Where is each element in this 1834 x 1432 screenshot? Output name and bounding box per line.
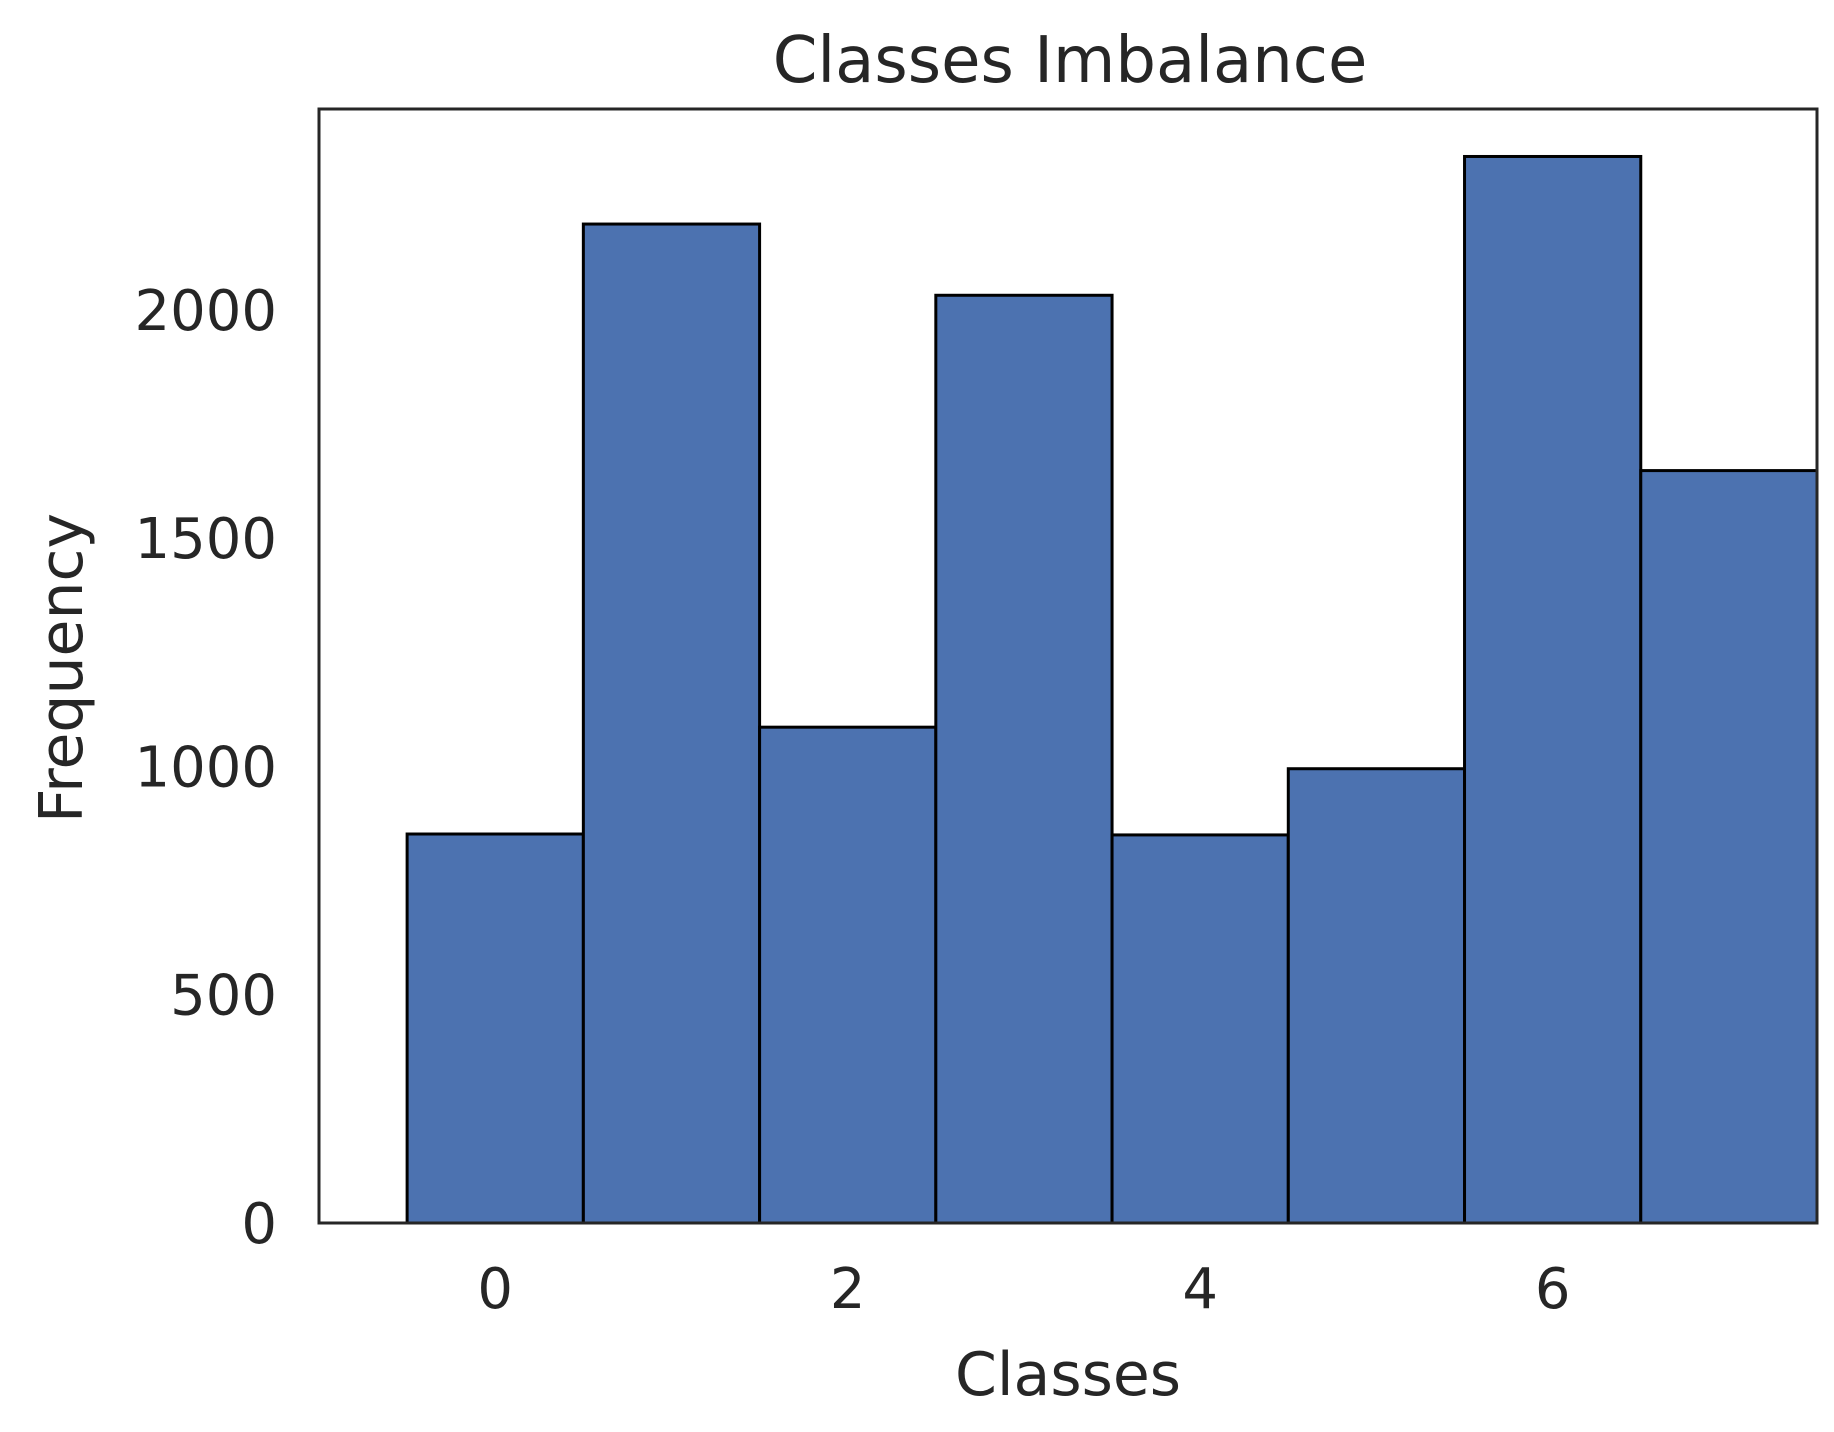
- x-tick-label: 0: [477, 1257, 513, 1322]
- y-tick-label: 500: [170, 964, 277, 1029]
- bar-class-2: [758, 725, 938, 1225]
- x-tick-label: 6: [1535, 1257, 1571, 1322]
- x-tick-label: 2: [830, 1257, 866, 1322]
- y-axis-label: Frequency: [27, 513, 97, 823]
- bar-class-5: [1286, 767, 1467, 1225]
- x-axis-ticks: 0 2 4 6: [477, 1257, 1570, 1322]
- bars-group: [405, 154, 1819, 1225]
- y-tick-label: 1500: [134, 507, 277, 572]
- bar-class-4: [1110, 833, 1290, 1225]
- y-tick-label: 0: [241, 1192, 277, 1257]
- chart-title: Classes Imbalance: [773, 24, 1368, 98]
- x-axis-label: Classes: [955, 1340, 1181, 1410]
- x-tick-label: 4: [1182, 1257, 1218, 1322]
- bar-class-1: [581, 222, 762, 1225]
- y-tick-label: 1000: [134, 735, 277, 800]
- bar-class-3: [934, 293, 1114, 1225]
- y-tick-label: 2000: [134, 279, 277, 344]
- bar-class-7: [1639, 469, 1819, 1225]
- axes-frame: [317, 107, 1819, 1225]
- bar-class-6: [1463, 154, 1643, 1225]
- y-axis-ticks: 0 500 1000 1500 2000: [134, 279, 277, 1257]
- bar-class-0: [405, 832, 585, 1225]
